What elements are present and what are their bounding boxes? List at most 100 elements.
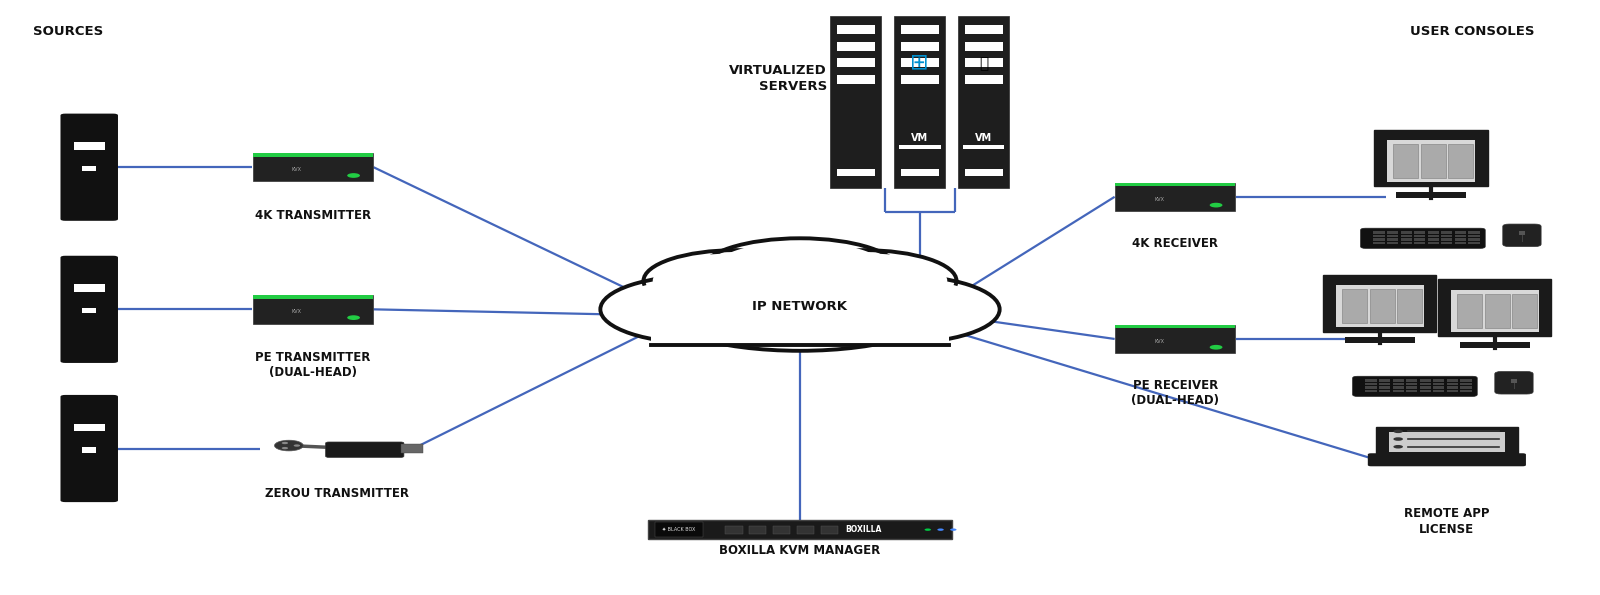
Bar bbox=[1379, 383, 1390, 385]
Bar bbox=[1427, 231, 1438, 234]
Bar bbox=[400, 444, 422, 453]
Polygon shape bbox=[253, 153, 373, 181]
Text: KVX: KVX bbox=[1154, 339, 1165, 344]
Text: KVX: KVX bbox=[291, 309, 302, 314]
Bar bbox=[1454, 231, 1466, 234]
Bar bbox=[1387, 234, 1398, 237]
Bar bbox=[1469, 234, 1480, 237]
Bar bbox=[1454, 234, 1466, 237]
FancyBboxPatch shape bbox=[326, 442, 403, 458]
Bar bbox=[1400, 238, 1411, 240]
Bar bbox=[1379, 386, 1390, 389]
Text: ⊞: ⊞ bbox=[910, 54, 930, 74]
Ellipse shape bbox=[802, 278, 989, 340]
Bar bbox=[1427, 238, 1438, 240]
Bar bbox=[837, 58, 875, 67]
Bar bbox=[963, 145, 1005, 149]
Circle shape bbox=[1210, 203, 1222, 208]
Bar bbox=[749, 525, 766, 534]
Circle shape bbox=[1210, 345, 1222, 350]
Bar bbox=[1406, 390, 1418, 392]
Bar bbox=[654, 522, 702, 537]
Circle shape bbox=[282, 447, 288, 449]
Bar bbox=[1454, 242, 1466, 244]
Bar bbox=[1446, 383, 1458, 385]
Bar bbox=[1365, 383, 1376, 385]
Ellipse shape bbox=[701, 238, 899, 303]
Ellipse shape bbox=[648, 256, 952, 351]
Bar bbox=[901, 75, 939, 84]
Bar bbox=[1373, 234, 1384, 237]
Bar bbox=[837, 169, 875, 176]
Polygon shape bbox=[1115, 183, 1235, 211]
Bar bbox=[1419, 390, 1430, 392]
Bar bbox=[1434, 386, 1445, 389]
Bar bbox=[1427, 242, 1438, 244]
Bar bbox=[1485, 293, 1510, 328]
Bar bbox=[1365, 390, 1376, 392]
Circle shape bbox=[294, 444, 301, 447]
FancyBboxPatch shape bbox=[1494, 371, 1533, 394]
Bar bbox=[1518, 231, 1525, 235]
Text: REMOTE APP
LICENSE: REMOTE APP LICENSE bbox=[1405, 506, 1490, 536]
Bar bbox=[821, 525, 838, 534]
Bar bbox=[1397, 289, 1422, 323]
Bar bbox=[1427, 234, 1438, 237]
FancyBboxPatch shape bbox=[648, 520, 952, 539]
Circle shape bbox=[275, 440, 304, 451]
FancyBboxPatch shape bbox=[61, 395, 118, 502]
Bar bbox=[1342, 289, 1368, 323]
Text: 🐧: 🐧 bbox=[979, 56, 989, 71]
FancyBboxPatch shape bbox=[1323, 275, 1437, 331]
Bar bbox=[837, 42, 875, 51]
Bar bbox=[901, 58, 939, 67]
Bar bbox=[1461, 386, 1472, 389]
Bar bbox=[1459, 342, 1530, 347]
Bar bbox=[1414, 234, 1426, 237]
Text: KVX: KVX bbox=[1154, 197, 1165, 202]
Bar bbox=[1446, 390, 1458, 392]
Text: KVX: KVX bbox=[291, 167, 302, 172]
Text: VM: VM bbox=[974, 133, 992, 143]
Bar bbox=[74, 142, 106, 149]
Bar bbox=[1115, 325, 1235, 328]
Bar bbox=[1406, 379, 1418, 381]
Bar bbox=[725, 525, 742, 534]
Bar bbox=[1392, 390, 1403, 392]
FancyBboxPatch shape bbox=[61, 114, 118, 221]
Bar bbox=[901, 25, 939, 34]
Bar bbox=[1392, 379, 1403, 381]
Bar bbox=[82, 308, 96, 314]
Bar bbox=[1406, 383, 1418, 385]
Text: 4K TRANSMITTER: 4K TRANSMITTER bbox=[254, 209, 371, 222]
Bar bbox=[1434, 379, 1445, 381]
Bar bbox=[797, 525, 814, 534]
Bar bbox=[965, 58, 1003, 67]
FancyBboxPatch shape bbox=[830, 16, 882, 188]
Bar bbox=[1442, 234, 1453, 237]
Bar bbox=[965, 25, 1003, 34]
Bar bbox=[1442, 242, 1453, 244]
Text: 4K RECEIVER: 4K RECEIVER bbox=[1133, 237, 1218, 250]
Text: PE TRANSMITTER
(DUAL-HEAD): PE TRANSMITTER (DUAL-HEAD) bbox=[254, 351, 371, 379]
Text: VIRTUALIZED
SERVERS: VIRTUALIZED SERVERS bbox=[730, 64, 827, 93]
Bar bbox=[82, 447, 96, 453]
Circle shape bbox=[938, 528, 944, 531]
FancyBboxPatch shape bbox=[958, 16, 1010, 188]
Bar bbox=[1434, 390, 1445, 392]
Ellipse shape bbox=[664, 261, 936, 346]
Bar bbox=[643, 308, 957, 348]
Bar bbox=[1510, 378, 1517, 383]
Circle shape bbox=[1394, 437, 1403, 441]
Bar bbox=[1379, 390, 1390, 392]
Ellipse shape bbox=[611, 278, 798, 340]
Circle shape bbox=[1394, 445, 1403, 449]
Bar bbox=[1419, 386, 1430, 389]
Bar bbox=[1414, 242, 1426, 244]
Text: ZEROU TRANSMITTER: ZEROU TRANSMITTER bbox=[266, 487, 410, 500]
Bar bbox=[965, 75, 1003, 84]
Bar bbox=[1400, 234, 1411, 237]
Bar bbox=[1379, 379, 1390, 381]
Bar bbox=[1373, 242, 1384, 244]
Bar bbox=[1421, 144, 1446, 178]
